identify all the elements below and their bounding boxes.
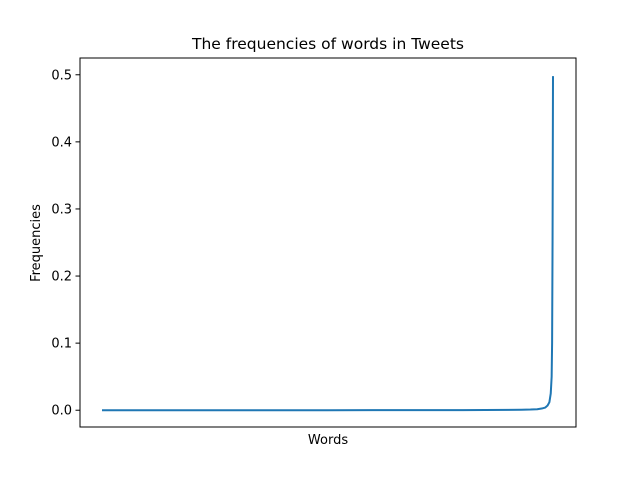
plot-area — [80, 58, 576, 427]
series-line — [102, 76, 554, 412]
y-tick-label: 0.0 — [51, 404, 72, 419]
x-axis-label: Words — [308, 433, 348, 448]
y-axis-ticks: 0.0 0.1 0.2 0.3 0.4 0.5 — [51, 68, 80, 419]
y-tick-label: 0.5 — [51, 68, 72, 83]
y-axis-label: Frequencies — [29, 204, 44, 282]
y-tick-label: 0.2 — [51, 270, 72, 285]
y-tick-label: 0.4 — [51, 135, 72, 150]
chart-title: The frequencies of words in Tweets — [191, 35, 464, 53]
plot-frame — [79, 57, 577, 428]
series-layer — [102, 76, 554, 412]
y-tick-label: 0.1 — [51, 337, 72, 352]
y-tick-label: 0.3 — [51, 202, 72, 217]
